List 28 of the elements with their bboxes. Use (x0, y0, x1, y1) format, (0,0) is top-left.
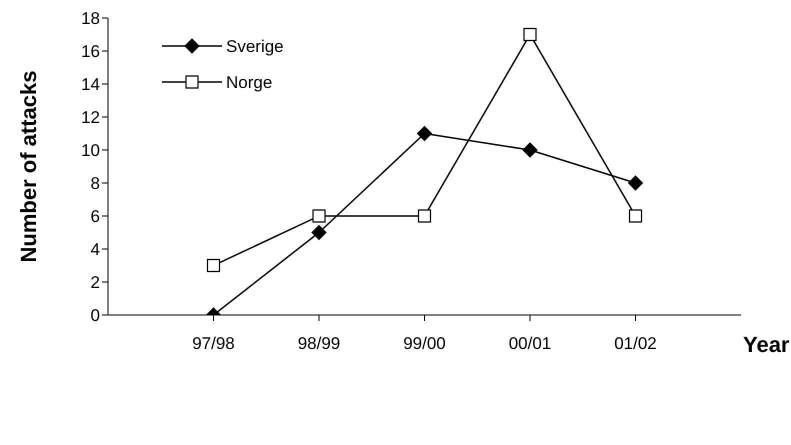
y-tick-label: 18 (81, 9, 100, 28)
y-tick-label: 0 (90, 306, 100, 326)
x-tick-label: 99/00 (403, 334, 446, 354)
y-tick-label: 8 (90, 174, 100, 194)
point (312, 209, 326, 223)
point (312, 225, 326, 240)
y-tick-label: 12 (81, 108, 100, 128)
x-tick-label: 00/01 (508, 334, 552, 354)
y-tick-label: 16 (81, 42, 100, 62)
y-tick-label: 6 (90, 207, 100, 226)
y-tick-label: 4 (90, 240, 100, 260)
x-tick-label: 97/98 (192, 334, 235, 354)
point (418, 209, 432, 223)
point (417, 126, 432, 141)
x-tick-label: 01/02 (614, 334, 657, 354)
point (628, 209, 642, 223)
point (628, 176, 643, 190)
point (522, 142, 538, 158)
x-tick-label: 98/99 (298, 334, 340, 354)
point (523, 28, 537, 42)
y-tick-label: 10 (81, 141, 100, 160)
legend-label: Norge (226, 73, 272, 92)
y-tick-label: 2 (90, 273, 100, 292)
x-axis-title: Year (743, 332, 790, 357)
point (206, 258, 220, 272)
y-axis-title: Number of attacks (16, 70, 41, 262)
legend-label: Sverige (226, 37, 284, 56)
y-tick-label: 14 (81, 75, 100, 94)
